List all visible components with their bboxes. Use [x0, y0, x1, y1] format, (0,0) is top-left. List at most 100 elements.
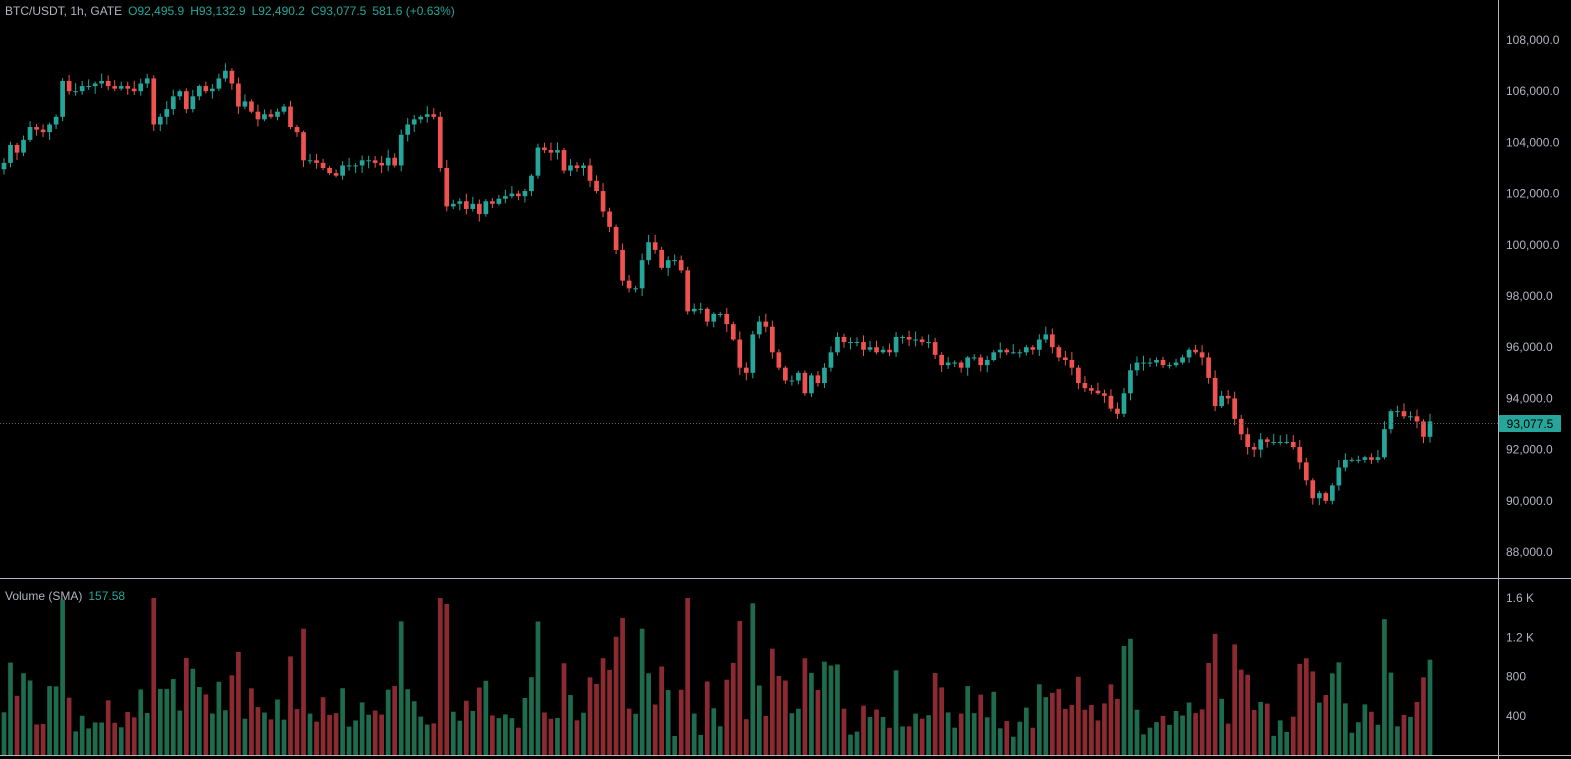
candle-body	[503, 196, 508, 199]
candle-body	[1069, 360, 1075, 368]
candle-body	[958, 362, 964, 368]
candle-body	[1017, 352, 1023, 354]
candle-body	[1369, 457, 1374, 460]
candle-body	[359, 160, 365, 166]
volume-bar	[509, 718, 515, 755]
volume-bar	[255, 707, 261, 755]
volume-bar	[815, 690, 821, 755]
last-price-tag: 93,077.5	[1499, 415, 1561, 432]
candle-body	[522, 191, 528, 197]
volume-bar	[405, 689, 411, 755]
volume-bar	[138, 689, 144, 755]
volume-bar	[646, 673, 651, 755]
volume-bar	[164, 688, 170, 755]
volume-bar	[756, 685, 762, 755]
candle-body	[867, 347, 873, 350]
volume-bar	[496, 718, 502, 755]
candle-body	[652, 242, 658, 250]
volume-bar	[1115, 698, 1120, 755]
volume-bar	[1401, 714, 1407, 755]
volume-bar	[1395, 726, 1400, 755]
volume-bar	[99, 722, 105, 755]
candle-body	[815, 375, 821, 384]
price-tick-label: 88,000.0	[1506, 545, 1553, 559]
volume-bar	[841, 708, 847, 755]
candle-body	[66, 80, 72, 92]
volume-indicator-label[interactable]: Volume (SMA)	[5, 589, 83, 603]
volume-bar	[1128, 638, 1133, 755]
candle-body	[665, 260, 671, 268]
volume-bar	[1362, 704, 1368, 755]
candle-body	[138, 83, 144, 92]
volume-bar	[822, 661, 827, 755]
volume-bar	[535, 621, 541, 755]
price-tick-label: 102,000.0	[1506, 187, 1560, 201]
volume-legend: Volume (SMA) 157.58	[5, 589, 131, 603]
candle-body	[40, 129, 46, 133]
volume-bar	[776, 676, 782, 755]
candle-body	[275, 111, 280, 117]
candle-body	[1414, 416, 1420, 422]
volume-bar	[450, 711, 456, 755]
candle-body	[1264, 439, 1270, 442]
volume-bar	[770, 648, 775, 755]
volume-bar	[27, 680, 33, 755]
volume-bar	[854, 731, 860, 755]
volume-axis[interactable]: 1.6 K 1.2 K 800 400	[1506, 591, 1534, 723]
volume-bar	[281, 719, 287, 755]
volume-bar	[1388, 672, 1394, 755]
volume-bar	[1310, 671, 1316, 755]
volume-bar	[353, 720, 358, 755]
candle-body	[809, 375, 814, 394]
volume-bar	[861, 705, 866, 755]
volume-bar	[262, 712, 267, 755]
candle-body	[1010, 352, 1016, 354]
candle-body	[229, 70, 235, 84]
volume-bar	[1427, 659, 1433, 755]
volume-bar	[47, 686, 52, 755]
volume-bar	[229, 675, 235, 755]
volume-bar	[1147, 727, 1153, 755]
candle-body	[561, 150, 567, 171]
candle-body	[1382, 429, 1387, 458]
candle-body	[255, 111, 261, 120]
volume-bar	[698, 734, 704, 755]
volume-bar	[346, 726, 352, 755]
candle-body	[1076, 367, 1081, 384]
candle-body	[587, 165, 593, 181]
candle-body	[1180, 357, 1185, 363]
volume-bar	[1160, 715, 1166, 755]
candle-body	[203, 86, 209, 92]
candle-body	[444, 168, 450, 207]
volume-bar	[86, 728, 91, 755]
volume-bar	[437, 598, 443, 755]
candle-body	[574, 165, 580, 168]
volume-bar	[105, 700, 111, 755]
volume-bar	[1258, 701, 1264, 755]
candle-body	[1154, 360, 1159, 363]
volume-indicator-value: 157.58	[88, 589, 126, 603]
candle-body	[1329, 485, 1335, 501]
candlestick-series	[1, 63, 1433, 506]
volume-bar	[1069, 705, 1075, 755]
candle-body	[952, 362, 958, 364]
candle-body	[971, 357, 977, 359]
candle-body	[783, 367, 788, 381]
symbol-label[interactable]: BTC/USDT, 1h, GATE	[5, 4, 123, 18]
candle-body	[763, 321, 769, 327]
volume-bar	[763, 716, 769, 755]
candle-body	[281, 106, 287, 112]
candle-body	[1408, 416, 1413, 418]
candle-body	[183, 91, 189, 110]
candle-body	[411, 119, 417, 125]
candle-body	[874, 347, 879, 353]
volume-bar	[1121, 646, 1127, 755]
price-axis[interactable]: 108,000.0 106,000.0 104,000.0 102,000.0 100,…	[1506, 33, 1560, 559]
candle-body	[717, 313, 723, 315]
candle-body	[535, 147, 541, 176]
candle-body	[607, 211, 612, 227]
candle-body	[1173, 362, 1179, 366]
candle-body	[164, 109, 170, 117]
volume-bar	[503, 714, 508, 755]
